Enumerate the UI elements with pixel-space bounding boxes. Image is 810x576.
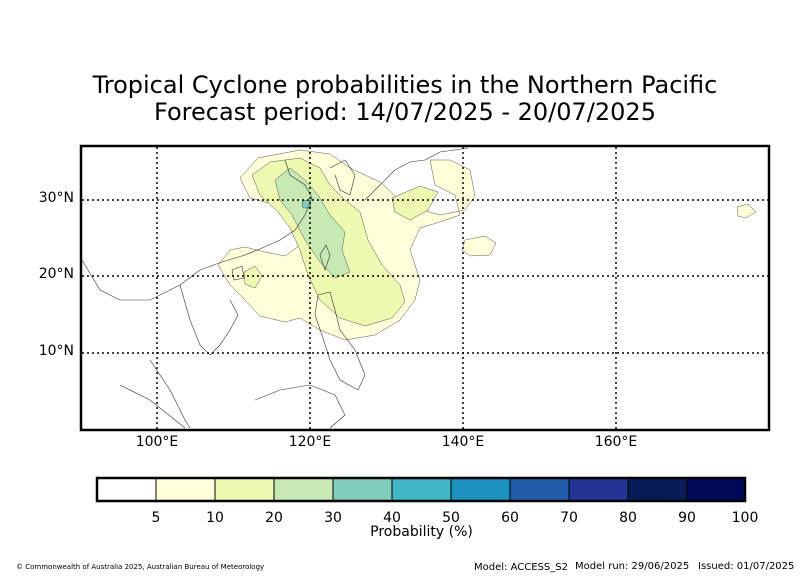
colorbar-tick-40: 40 — [383, 510, 401, 526]
model-run-date: Model run: 29/06/2025 — [575, 561, 690, 572]
chart-title-line2: Forecast period: 14/07/2025 - 20/07/2025 — [154, 98, 656, 126]
colorbar-tick-70: 70 — [560, 510, 578, 526]
prob-5-region-far-east — [736, 203, 757, 219]
colorbar-label: Probability (%) — [370, 524, 473, 540]
colorbar-tick-90: 90 — [678, 510, 696, 526]
colorbar-tick-80: 80 — [619, 510, 637, 526]
colorbar — [95, 476, 747, 503]
prob-20-region — [274, 167, 351, 279]
colorbar-bin-10 — [686, 477, 746, 502]
colorbar-tick-100: 100 — [731, 510, 759, 526]
colorbar-bin-4 — [332, 477, 393, 502]
probability-shading — [217, 149, 757, 341]
lat-label-20: 20°N — [38, 266, 74, 282]
colorbar-tick-50: 50 — [442, 510, 460, 526]
coastline-indochina — [179, 284, 239, 356]
lon-label-100: 100°E — [135, 434, 179, 450]
coastline-sumatra — [119, 384, 186, 429]
lat-label-30: 30°N — [38, 190, 74, 206]
coastline-taiwan — [319, 244, 331, 271]
coastline-philippines — [314, 291, 366, 391]
issued-date: Issued: 01/07/2025 — [698, 561, 795, 572]
coastline-china — [81, 159, 313, 301]
model-name: Model: ACCESS_S2 — [474, 562, 568, 573]
colorbar-bin-7 — [509, 477, 570, 502]
colorbar-tick-5: 5 — [151, 510, 161, 526]
colorbar-bin-2 — [214, 477, 275, 502]
colorbar-bin-0 — [96, 477, 157, 502]
lon-label-120: 120°E — [288, 434, 332, 450]
prob-10-region-east — [391, 185, 439, 221]
colorbar-bin-5 — [391, 477, 452, 502]
coastline-malay — [149, 359, 191, 429]
colorbar-tick-20: 20 — [265, 510, 283, 526]
lon-label-140: 140°E — [441, 434, 485, 450]
colorbar-tick-10: 10 — [206, 510, 224, 526]
colorbar-tick-60: 60 — [501, 510, 519, 526]
coastlines — [81, 147, 469, 429]
prob-10-region-west — [243, 265, 263, 289]
gridlines — [82, 147, 769, 429]
coastline-japan — [364, 147, 469, 201]
colorbar-bin-1 — [155, 477, 216, 502]
copyright-text: © Commonwealth of Australia 2025, Austra… — [16, 563, 265, 571]
lat-label-10: 10°N — [38, 343, 74, 359]
colorbar-bin-8 — [568, 477, 629, 502]
colorbar-bin-3 — [273, 477, 334, 502]
map-frame — [79, 144, 771, 432]
prob-5-region-east — [461, 235, 497, 257]
chart-title-line1: Tropical Cyclone probabilities in the No… — [92, 71, 718, 99]
colorbar-frame — [95, 476, 747, 503]
coastline-korea — [329, 159, 356, 196]
colorbar-bin-6 — [450, 477, 511, 502]
colorbar-tick-30: 30 — [324, 510, 342, 526]
coastline-borneo — [254, 384, 346, 429]
colorbar-bin-9 — [627, 477, 688, 502]
lon-label-160: 160°E — [594, 434, 638, 450]
